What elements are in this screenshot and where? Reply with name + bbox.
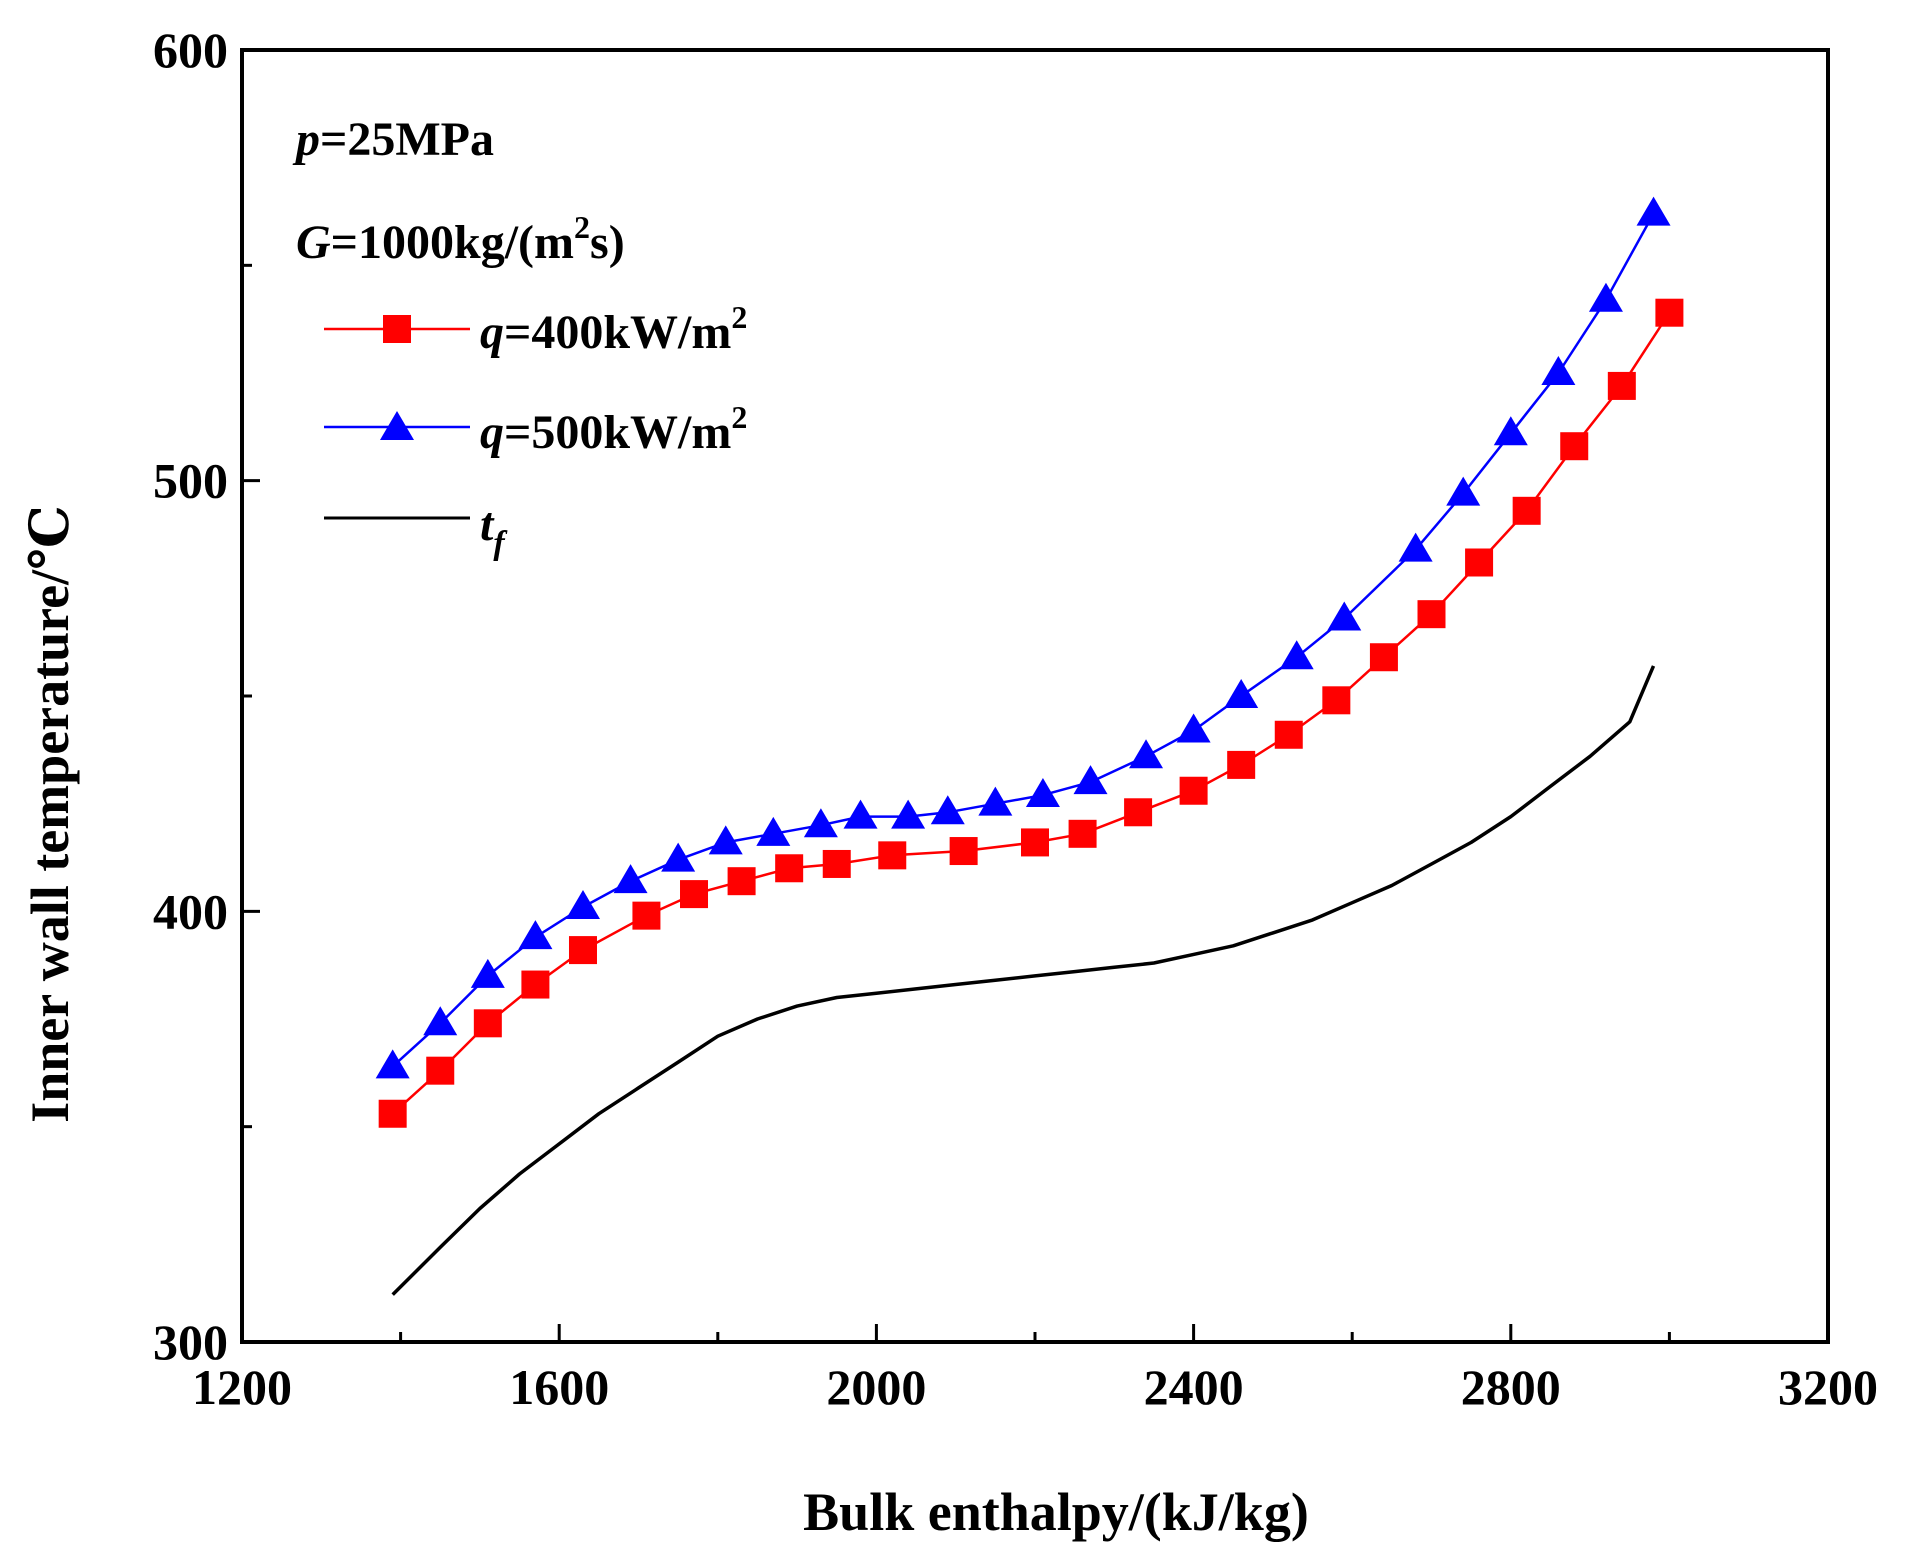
data-point-square xyxy=(1607,371,1636,400)
legend-label-q500: q=500kW/m2 xyxy=(480,399,747,459)
data-point-triangle xyxy=(1446,476,1481,506)
data-point-square xyxy=(1369,643,1398,672)
data-point-triangle xyxy=(1279,640,1314,670)
data-point-triangle xyxy=(613,864,648,894)
data-point-square xyxy=(1274,720,1303,749)
data-point-triangle xyxy=(891,799,926,829)
data-point-square xyxy=(680,880,709,909)
data-point-triangle xyxy=(1224,679,1259,708)
legend-label-tf: tf xyxy=(480,498,508,562)
data-point-triangle xyxy=(756,816,791,846)
data-point-square xyxy=(1179,776,1208,805)
data-point-square xyxy=(775,854,804,883)
data-point-square xyxy=(1655,298,1684,327)
y-axis-title: Inner wall temperature/℃ xyxy=(20,505,80,1123)
data-point-triangle xyxy=(1073,765,1108,795)
x-tick-label: 2800 xyxy=(1461,1359,1561,1415)
data-point-square xyxy=(822,849,851,878)
data-point-square xyxy=(1512,496,1541,525)
data-point-square xyxy=(473,1009,502,1038)
data-point-triangle xyxy=(1588,282,1623,312)
data-point-triangle xyxy=(518,920,553,950)
legend-marker-q500 xyxy=(380,411,414,440)
data-point-triangle xyxy=(661,842,696,872)
y-tick-label: 500 xyxy=(153,453,228,509)
data-point-triangle xyxy=(1398,532,1433,562)
y-tick-label: 400 xyxy=(153,883,228,939)
data-point-square xyxy=(426,1056,455,1085)
data-point-triangle xyxy=(1129,739,1164,769)
pressure-annotation: p=25MPa xyxy=(292,113,494,166)
y-tick-label: 600 xyxy=(153,22,228,78)
data-point-triangle xyxy=(470,958,505,988)
data-point-triangle xyxy=(1025,778,1060,808)
data-point-square xyxy=(378,1099,407,1128)
x-axis-title: Bulk enthalpy/(kJ/kg) xyxy=(803,1482,1309,1542)
data-point-triangle xyxy=(978,786,1013,816)
x-tick-label: 1200 xyxy=(192,1359,292,1415)
series-0 xyxy=(378,298,1684,1128)
x-tick-label: 2000 xyxy=(826,1359,926,1415)
data-point-square xyxy=(1322,686,1351,715)
series-1 xyxy=(375,196,1671,1079)
data-point-square xyxy=(1417,600,1446,629)
data-point-triangle xyxy=(1541,356,1576,385)
data-point-square xyxy=(878,841,907,870)
data-point-square xyxy=(1021,828,1049,857)
data-point-square xyxy=(632,901,661,930)
data-point-square xyxy=(521,970,550,999)
x-tick-label: 3200 xyxy=(1778,1359,1878,1415)
mass-flux-annotation: G=1000kg/(m2s) xyxy=(296,209,625,269)
data-point-triangle xyxy=(843,799,878,829)
data-point-square xyxy=(1124,798,1153,827)
series-line xyxy=(391,665,1656,1296)
legend-label-q400: q=400kW/m2 xyxy=(480,299,747,359)
data-point-square xyxy=(1560,432,1589,461)
x-tick-label: 2400 xyxy=(1144,1359,1244,1415)
data-point-square xyxy=(1227,750,1256,779)
legend-marker-q400 xyxy=(383,315,411,343)
data-point-triangle xyxy=(930,795,965,825)
data-point-square xyxy=(1465,548,1494,577)
ticks-layer: 1200 1600 2000 2400 2800 3200 300 400 500 600 xyxy=(153,22,1878,1415)
data-point-square xyxy=(727,867,756,896)
data-point-square xyxy=(568,936,597,965)
data-point-triangle xyxy=(565,890,600,920)
y-tick-label: 300 xyxy=(153,1314,228,1370)
legend: q=400kW/m2 q=500kW/m2 tf xyxy=(324,299,747,562)
data-point-triangle xyxy=(708,825,743,855)
data-point-square xyxy=(949,837,978,866)
data-point-triangle xyxy=(1493,416,1528,446)
data-point-triangle xyxy=(803,808,838,838)
data-point-triangle xyxy=(1176,713,1211,743)
x-tick-label: 1600 xyxy=(509,1359,609,1415)
data-point-triangle xyxy=(375,1049,410,1079)
series-2 xyxy=(391,665,1656,1296)
marks-layer xyxy=(375,196,1684,1296)
data-point-triangle xyxy=(423,1006,458,1036)
data-point-square xyxy=(1068,819,1097,848)
data-point-triangle xyxy=(1327,601,1362,631)
data-point-triangle xyxy=(1636,196,1671,226)
